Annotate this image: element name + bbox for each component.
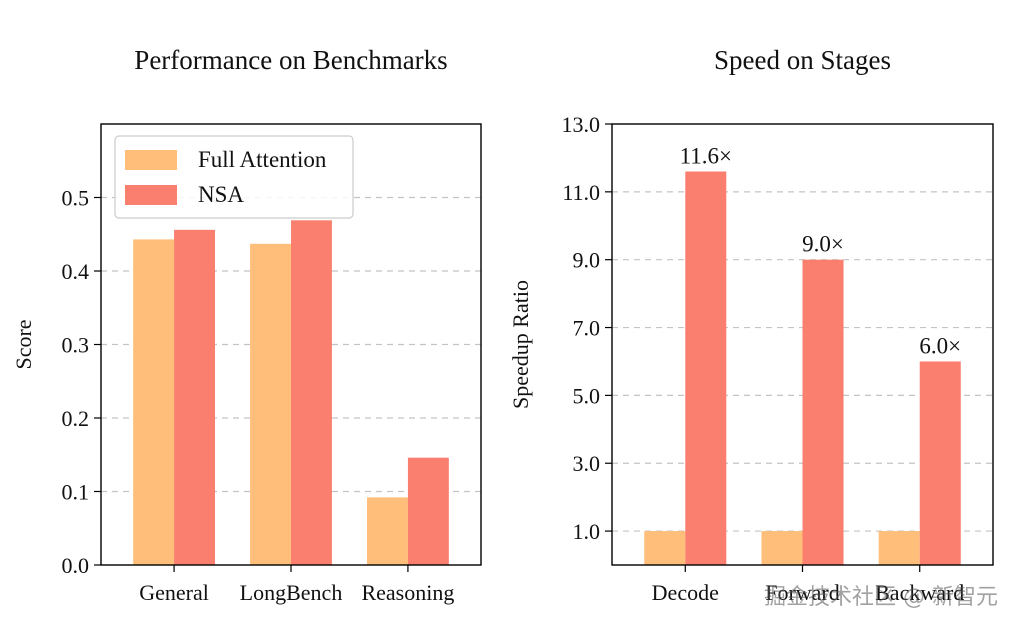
legend-swatch [125, 185, 177, 205]
chart-title: Performance on Benchmarks [134, 45, 447, 75]
y-tick-label: 11.0 [562, 180, 600, 205]
y-tick-label: 9.0 [573, 248, 601, 273]
legend-label: NSA [198, 182, 244, 207]
y-tick-label: 0.0 [62, 553, 90, 578]
y-tick-label: 5.0 [573, 383, 601, 408]
bar-value-label: 11.6× [680, 143, 732, 168]
y-tick-label: 0.4 [62, 259, 90, 284]
bar-series-1-1 [802, 259, 844, 565]
bar-nsa-1 [291, 220, 332, 565]
legend-swatch [125, 150, 177, 170]
bar-series-1-0 [685, 171, 727, 565]
bar-full-attention-1 [250, 243, 291, 565]
x-tick-label: Forward [765, 580, 840, 605]
legend: Full Attention NSA [114, 135, 354, 219]
chart-title: Speed on Stages [714, 45, 891, 75]
bar-full-attention-0 [133, 239, 175, 565]
y-tick-label: 0.2 [62, 406, 90, 431]
y-axis-label: Speedup Ratio [508, 280, 533, 409]
x-tick-label: Decode [652, 580, 719, 605]
y-tick-label: 3.0 [573, 451, 601, 476]
bar-series-1-2 [919, 361, 961, 565]
y-tick-label: 0.3 [62, 333, 90, 358]
speed-chart: Speed on Stages 1.0 3.0 5.0 7.0 9.0 11.0 13.0 11… [508, 45, 994, 605]
y-tick-label: 0.5 [62, 186, 90, 211]
bar-value-label: 9.0× [802, 232, 844, 257]
benchmark-chart: Performance on Benchmarks 0.0 0.1 0.2 0.3 0.4… [11, 45, 482, 605]
bar-full-attention-2 [367, 497, 408, 565]
bar-series-0-1 [761, 531, 803, 565]
watermark-text: 掘金技术社区 @ 新智元 [764, 585, 998, 610]
y-tick-label: 13.0 [562, 112, 601, 137]
y-axis-label: Score [11, 319, 36, 369]
y-tick-label: 0.1 [62, 480, 90, 505]
y-tick-label: 7.0 [573, 316, 601, 341]
bar-series-0-0 [644, 531, 686, 565]
bar-nsa-2 [407, 457, 449, 565]
bar-value-label: 6.0× [919, 333, 961, 358]
x-tick-label: General [139, 580, 209, 605]
x-tick-label: LongBench [240, 580, 343, 605]
y-tick-label: 1.0 [573, 519, 601, 544]
plot-frame [100, 123, 482, 566]
x-tick-label: Reasoning [361, 580, 454, 605]
x-tick-label: Backward [875, 580, 964, 605]
bar-nsa-0 [174, 229, 215, 565]
legend-label: Full Attention [198, 147, 327, 172]
plot-frame [611, 123, 994, 566]
bar-series-0-2 [878, 531, 920, 565]
